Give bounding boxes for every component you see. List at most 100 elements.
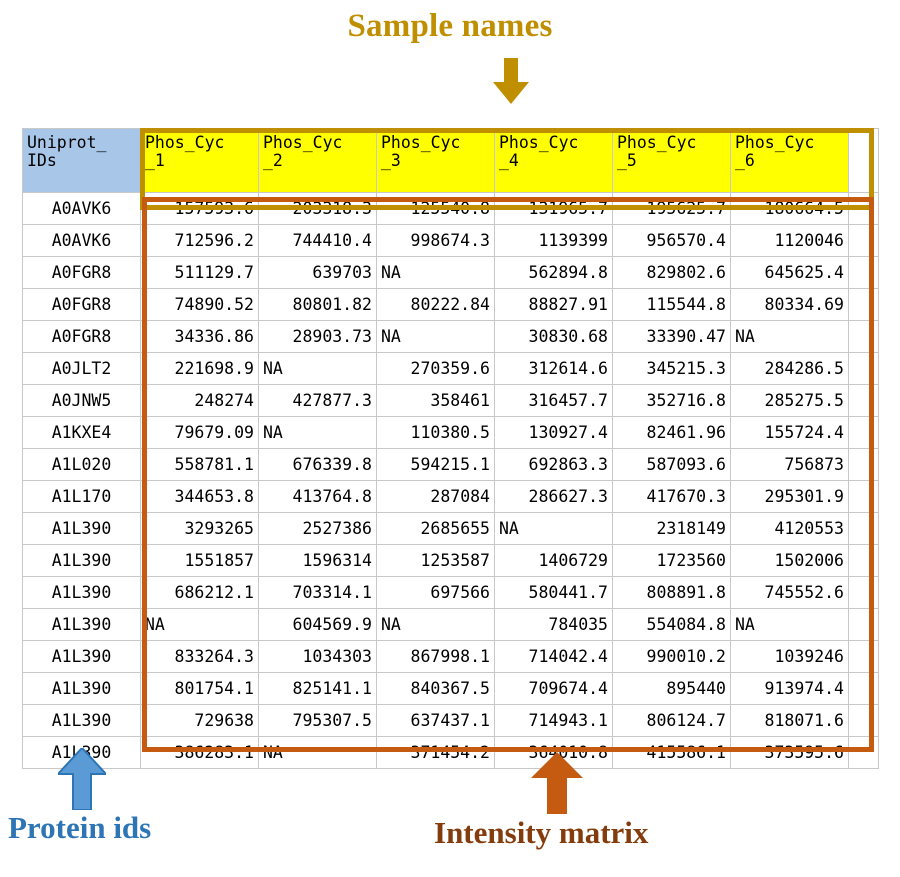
cell-intensity: 427877.3	[258, 384, 377, 417]
cell-intensity-na: NA	[494, 512, 613, 545]
table-row: A1L390 833264.3 1034303 867998.1 714042.4 990…	[22, 640, 879, 673]
cell-intensity: 829802.6	[612, 256, 731, 289]
table-row: A0AVK6 712596.2 744410.4 998674.3 1139399 956…	[22, 224, 879, 257]
intensity-matrix-label: Intensity matrix	[434, 815, 649, 850]
protein-ids-label: Protein ids	[8, 810, 152, 845]
cell-overflow	[848, 288, 879, 321]
cell-intensity: 1120046	[730, 224, 849, 257]
table-row: A0FGR8 511129.7 639703 NA 562894.8 829802.6 64…	[22, 256, 879, 289]
cell-intensity: 703314.1	[258, 576, 377, 609]
cell-overflow	[848, 576, 879, 609]
cell-intensity: 2685655	[376, 512, 495, 545]
cell-intensity: 28903.73	[258, 320, 377, 353]
cell-intensity: 248274	[140, 384, 259, 417]
cell-intensity-na: NA	[258, 416, 377, 449]
down-arrow-icon	[493, 58, 529, 104]
cell-intensity: 34336.86	[140, 320, 259, 353]
cell-intensity: 645625.4	[730, 256, 849, 289]
cell-uniprot-id: A1KXE4	[22, 416, 141, 449]
cell-intensity: 373595.6	[730, 736, 849, 769]
cell-uniprot-id: A1L390	[22, 672, 141, 705]
cell-overflow	[848, 640, 879, 673]
table-row: A0FGR8 74890.52 80801.82 80222.84 88827.91 11…	[22, 288, 879, 321]
cell-uniprot-id: A0JLT2	[22, 352, 141, 385]
cell-intensity: 131965.7	[494, 192, 613, 225]
cell-intensity: 594215.1	[376, 448, 495, 481]
cell-intensity: 825141.1	[258, 672, 377, 705]
cell-intensity: 808891.8	[612, 576, 731, 609]
cell-intensity: 33390.47	[612, 320, 731, 353]
cell-overflow	[848, 704, 879, 737]
table-row: A1L390386283.1NA371454.2364010.8415586.1…	[22, 736, 879, 769]
cell-intensity: 413764.8	[258, 480, 377, 513]
cell-intensity: 1039246	[730, 640, 849, 673]
cell-intensity: 110380.5	[376, 416, 495, 449]
cell-intensity: 284286.5	[730, 352, 849, 385]
cell-intensity: 358461	[376, 384, 495, 417]
cell-overflow	[848, 544, 879, 577]
cell-overflow	[848, 448, 879, 481]
cell-intensity: 386283.1	[140, 736, 259, 769]
cell-intensity: 554084.8	[612, 608, 731, 641]
cell-intensity: 818071.6	[730, 704, 849, 737]
table-row: A1L390 NA 604569.9 NA 784035 554084.8 NA	[22, 608, 879, 641]
cell-intensity: 833264.3	[140, 640, 259, 673]
cell-intensity: 115544.8	[612, 288, 731, 321]
cell-intensity: 286627.3	[494, 480, 613, 513]
column-header-sample-3: Phos_Cyc _3	[376, 128, 495, 193]
cell-intensity: 712596.2	[140, 224, 259, 257]
cell-intensity: 709674.4	[494, 672, 613, 705]
cell-intensity: 729638	[140, 704, 259, 737]
cell-intensity: 587093.6	[612, 448, 731, 481]
cell-intensity: 686212.1	[140, 576, 259, 609]
cell-intensity: 157593.6	[140, 192, 259, 225]
cell-intensity: 79679.09	[140, 416, 259, 449]
cell-intensity: 558781.1	[140, 448, 259, 481]
cell-intensity: 74890.52	[140, 288, 259, 321]
cell-intensity: 2527386	[258, 512, 377, 545]
cell-intensity: 1406729	[494, 544, 613, 577]
cell-intensity: 295301.9	[730, 480, 849, 513]
cell-uniprot-id: A0AVK6	[22, 224, 141, 257]
column-header-overflow	[848, 128, 879, 193]
cell-intensity: 744410.4	[258, 224, 377, 257]
cell-intensity: 756873	[730, 448, 849, 481]
cell-intensity: 80222.84	[376, 288, 495, 321]
cell-intensity: 203318.3	[258, 192, 377, 225]
intensity-data-table: Uniprot_ IDs Phos_Cyc _1 Phos_Cyc _2 Pho…	[22, 128, 879, 769]
table-row: A1L170 344653.8 413764.8 287084 286627.3 4176…	[22, 480, 879, 513]
cell-intensity: 806124.7	[612, 704, 731, 737]
cell-overflow	[848, 224, 879, 257]
cell-intensity: 345215.3	[612, 352, 731, 385]
cell-intensity: 270359.6	[376, 352, 495, 385]
cell-intensity: 80801.82	[258, 288, 377, 321]
cell-intensity: 867998.1	[376, 640, 495, 673]
cell-intensity: 88827.91	[494, 288, 613, 321]
column-header-sample-6: Phos_Cyc _6	[730, 128, 849, 193]
cell-intensity: 1723560	[612, 544, 731, 577]
cell-intensity: 287084	[376, 480, 495, 513]
cell-uniprot-id: A0JNW5	[22, 384, 141, 417]
table-row: A1KXE4 79679.09 NA 110380.5 130927.4 82461.96…	[22, 416, 879, 449]
cell-intensity: 195625.7	[612, 192, 731, 225]
table-row: A0AVK6 157593.6 203318.3 125540.8 131965.7 19…	[22, 192, 879, 225]
cell-intensity: 316457.7	[494, 384, 613, 417]
cell-uniprot-id: A0FGR8	[22, 256, 141, 289]
cell-uniprot-id: A0AVK6	[22, 192, 141, 225]
cell-intensity: 795307.5	[258, 704, 377, 737]
cell-intensity: 697566	[376, 576, 495, 609]
cell-uniprot-id: A1L170	[22, 480, 141, 513]
cell-uniprot-id: A1L390	[22, 640, 141, 673]
table-row: A1L390 686212.1 703314.1 697566 580441.7 8088…	[22, 576, 879, 609]
table-row: A1L390 729638 795307.5 637437.1 714943.1 8061…	[22, 704, 879, 737]
cell-overflow	[848, 384, 879, 417]
column-header-sample-1: Phos_Cyc _1	[140, 128, 259, 193]
cell-uniprot-id: A1L390	[22, 704, 141, 737]
cell-intensity: 344653.8	[140, 480, 259, 513]
cell-intensity: 840367.5	[376, 672, 495, 705]
cell-intensity: 604569.9	[258, 608, 377, 641]
column-header-sample-4: Phos_Cyc _4	[494, 128, 613, 193]
cell-intensity: 1596314	[258, 544, 377, 577]
cell-overflow	[848, 416, 879, 449]
table-row: A0JNW5 248274 427877.3 358461 316457.7 352716…	[22, 384, 879, 417]
